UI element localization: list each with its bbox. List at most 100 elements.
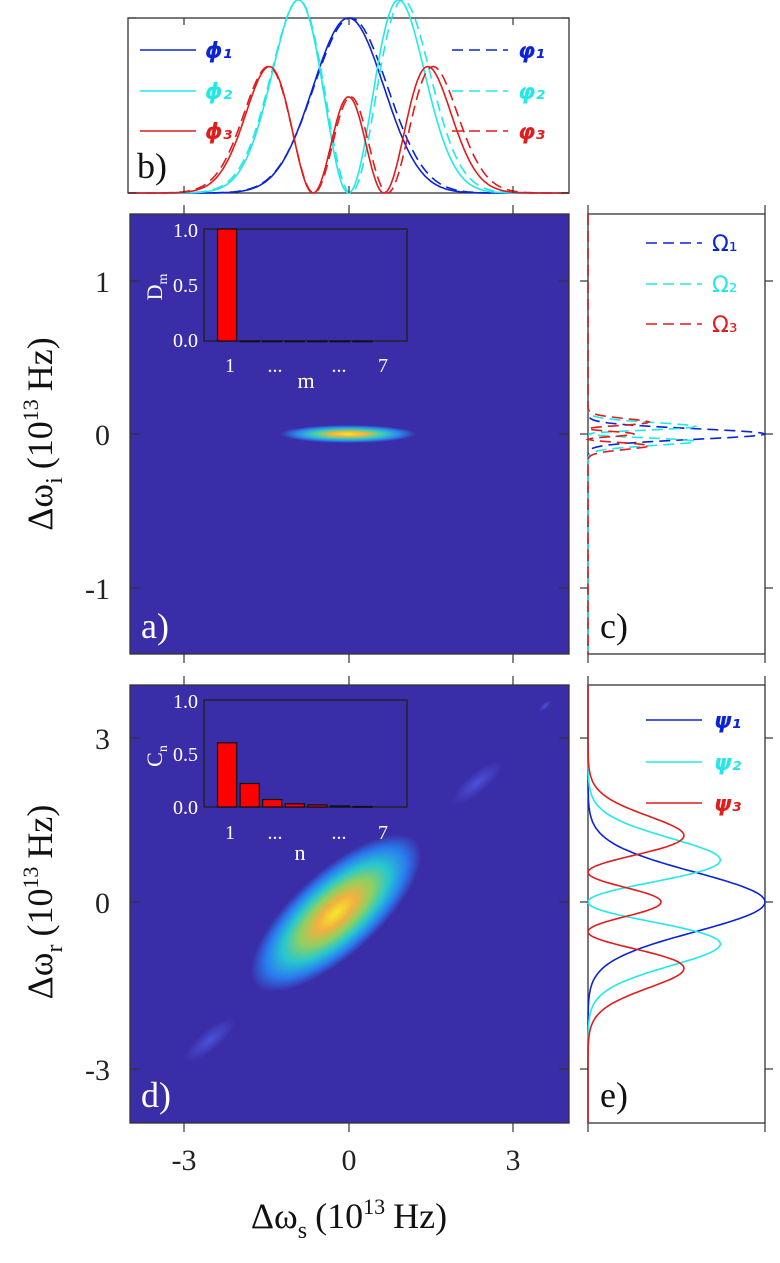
d-ylabel-end: Hz): [20, 805, 60, 859]
inset-a-ytick-05: 0.5: [173, 275, 198, 297]
d-ytick-label-3: 3: [95, 723, 110, 756]
c-curve-1: [587, 214, 768, 654]
panel-d-faint-spot-3: [538, 700, 552, 712]
inset-a-ylabel-main: D: [142, 285, 167, 301]
a-ytick-label-m1: -1: [85, 573, 110, 606]
e-legend: ψ₁ ψ₂ ψ₃: [646, 709, 741, 817]
inset-a-frame: [203, 228, 408, 342]
inset-d-bars: [216, 742, 373, 808]
inset-d-bar-3: [262, 798, 283, 808]
d-xlabel-end: Hz): [393, 1196, 447, 1236]
d-xlabel-exp: 13: [363, 1194, 385, 1219]
d-xtick-label-m3: -3: [172, 1144, 197, 1177]
d-ylabel-unit: (10: [20, 889, 60, 937]
inset-d-ylabel-main: C: [142, 752, 167, 767]
inset-d-ytick-05: 0.5: [173, 744, 198, 766]
d-ytick-label-0: 0: [95, 887, 110, 920]
inset-d-bar-1: [216, 742, 238, 808]
c-legend-label-3: Ω₃: [712, 313, 738, 338]
inset-d: 1.0 0.5 0.0 1 ... ... 7 n Cn: [142, 691, 408, 865]
inset-d-bar-6: [329, 805, 351, 808]
a-ylabel-end: Hz): [20, 337, 60, 391]
e-legend-label-1: ψ₁: [714, 709, 741, 734]
panel-d: 3 0 -3 -3 0 3 d) 1.0 0.5 0.0 1 ... ... 7…: [85, 676, 570, 1177]
panel-c: Ω₁ Ω₂ Ω₃ c): [580, 205, 773, 663]
inset-a-xtick-dots-2: ...: [332, 355, 347, 377]
panel-b-curves: [128, 0, 569, 194]
panel-e-label: e): [600, 1075, 628, 1115]
inset-a: 1.0 0.5 0.0 1 ... ... 7 m Dm: [142, 220, 408, 393]
a-ylabel-unit: (10: [20, 421, 60, 469]
d-ylabel-sub: r: [42, 945, 68, 953]
inset-a-bar-5: [307, 340, 328, 343]
inset-a-xlabel: m: [297, 368, 314, 393]
b-legend-left: ϕ₁ ϕ₂ ϕ₃: [140, 39, 233, 145]
e-legend-label-2: ψ₂: [714, 751, 741, 776]
panel-a: 1 0 -1 a) 1.0 0.5 0.0 1 ... ... 7 m Dm: [85, 205, 570, 663]
inset-d-ylabel: Cn: [142, 745, 171, 767]
panel-b: ϕ₁ ϕ₂ ϕ₃ φ₁ φ₂ φ₃ b): [127, 0, 570, 194]
inset-a-ytick-00: 0.0: [173, 330, 198, 352]
c-curve-2: [587, 214, 699, 654]
d-xlabel-unit: (10: [315, 1196, 363, 1236]
inset-a-ylabel-sub: m: [156, 274, 171, 285]
panel-d-label: d): [141, 1075, 171, 1115]
inset-a-bar-3: [262, 340, 283, 343]
inset-a-xtick-7: 7: [378, 355, 388, 377]
a-ylabel-main: Δω: [20, 484, 60, 531]
inset-a-ylabel: Dm: [142, 274, 171, 301]
c-legend: Ω₁ Ω₂ Ω₃: [646, 232, 738, 338]
b-legend-dash-label-3: φ₃: [518, 120, 545, 145]
panel-b-label: b): [137, 146, 167, 186]
inset-a-bar-1: [216, 228, 238, 342]
panel-a-spot: [280, 425, 416, 443]
b-legend-dash-label-2: φ₂: [518, 80, 545, 105]
inset-d-bar-2: [239, 782, 260, 808]
e-curve-3: [587, 685, 685, 1123]
b-legend-right: φ₁ φ₂ φ₃: [452, 39, 545, 145]
inset-a-bar-2: [239, 340, 260, 343]
d-ylabel-exp: 13: [18, 867, 43, 889]
inset-a-bar-4: [284, 340, 306, 343]
inset-a-bar-6: [329, 340, 351, 343]
inset-a-ytick-10: 1.0: [173, 220, 198, 242]
inset-d-bar-5: [307, 804, 328, 808]
b-legend-label-3: ϕ₃: [205, 120, 233, 145]
inset-d-xlabel: n: [295, 840, 306, 865]
d-xtick-label-3: 3: [506, 1144, 521, 1177]
d-xlabel: Δωs (1013 Hz): [251, 1194, 447, 1244]
d-ytick-label-m3: -3: [85, 1054, 110, 1087]
a-ylabel: Δωi (1013 Hz): [18, 337, 68, 531]
inset-a-xtick-dots-1: ...: [268, 355, 283, 377]
inset-a-bars: [216, 228, 373, 343]
d-xlabel-main: Δω: [251, 1196, 298, 1236]
b-legend-dash-label-1: φ₁: [518, 39, 545, 64]
panel-e: ψ₁ ψ₂ ψ₃ e): [580, 676, 773, 1132]
inset-d-xtick-dots-2: ...: [332, 822, 347, 844]
panel-c-curves: [585, 214, 768, 654]
a-ytick-label-0: 0: [95, 419, 110, 452]
b-legend-label-1: ϕ₁: [205, 39, 232, 64]
e-legend-label-3: ψ₃: [714, 792, 741, 817]
inset-d-xtick-dots-1: ...: [268, 822, 283, 844]
inset-d-frame: [203, 699, 408, 808]
inset-a-bar-7: [352, 340, 373, 343]
c-curve-3: [585, 214, 651, 654]
c-legend-label-2: Ω₂: [712, 273, 738, 298]
inset-d-ytick-00: 0.0: [173, 797, 198, 819]
inset-d-ylabel-sub: n: [156, 745, 171, 752]
panel-e-curves: [587, 685, 766, 1123]
panel-b-frame: [127, 17, 570, 194]
inset-d-bar-7: [352, 805, 373, 808]
inset-d-xtick-7: 7: [378, 822, 388, 844]
panel-c-frame: [587, 213, 766, 655]
b-curve-dashed-1: [128, 17, 569, 194]
d-ylabel-main: Δω: [20, 953, 60, 1000]
panel-d-faint-spot-1: [184, 1018, 236, 1062]
panel-c-label: c): [600, 606, 628, 646]
panel-d-faint-spot-2: [451, 761, 503, 805]
b-curve-dashed-3: [128, 65, 569, 194]
inset-a-xtick-1: 1: [225, 355, 235, 377]
inset-d-xtick-1: 1: [225, 822, 235, 844]
